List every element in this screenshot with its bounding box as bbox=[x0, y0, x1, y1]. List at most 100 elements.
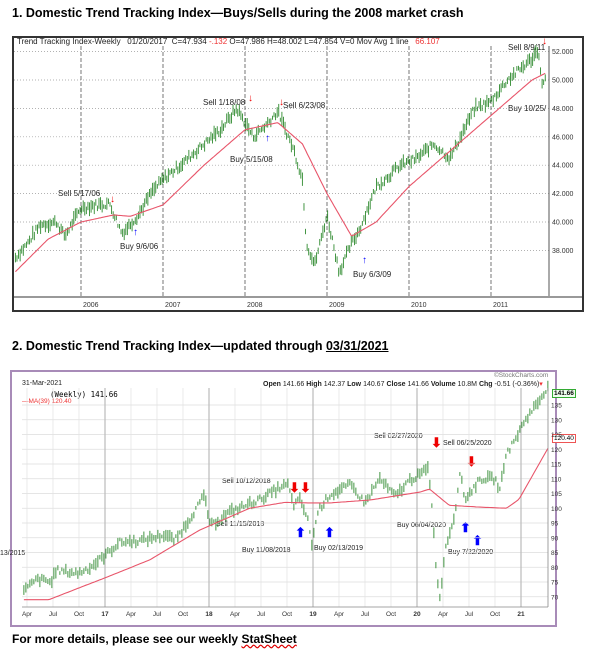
chart1-header: Trend Tracking Index-Weekly 01/20/2017 C… bbox=[17, 37, 440, 46]
y-tick-label: 130 bbox=[551, 417, 562, 424]
y-tick-label: 135 bbox=[551, 403, 562, 410]
chart2-title-text: 2. Domestic Trend Tracking Index—updated… bbox=[12, 339, 326, 353]
buy-arrow-icon: ↑ bbox=[362, 255, 367, 266]
open-label: Open bbox=[263, 381, 281, 388]
y-tick-label: 110 bbox=[551, 476, 562, 483]
close-value: 141.66 bbox=[407, 381, 429, 388]
signal-label-sell: Sell 6/23/08 bbox=[283, 101, 326, 110]
signal-label-buy: Buy 6/3/09 bbox=[353, 270, 392, 279]
high-label: High bbox=[306, 381, 322, 388]
sell-arrow-icon: ⬇ bbox=[300, 480, 311, 495]
y-tick-label: 105 bbox=[551, 491, 562, 498]
chg-label: Chg bbox=[478, 381, 493, 388]
ma-legend-text: MA(39) 120.40 bbox=[28, 398, 72, 405]
x-tick-label: 2008 bbox=[247, 302, 263, 309]
chart2-title-date: 03/31/2021 bbox=[325, 339, 389, 353]
buy-arrow-icon: ⬆ bbox=[472, 533, 483, 548]
chg-value: -0.51 (-0.36%) bbox=[494, 381, 540, 388]
y-tick-label: 85 bbox=[551, 550, 559, 557]
y-tick-label: 46.000 bbox=[552, 134, 574, 141]
chart1-frame bbox=[12, 36, 584, 312]
x-tick-label: 2009 bbox=[329, 302, 345, 309]
header-ma: Mov Avg 1 line bbox=[356, 37, 409, 46]
x-tick-label: 19 bbox=[309, 611, 317, 618]
x-tick-label: 2010 bbox=[411, 302, 427, 309]
signal-label-buy: Buy 02/13/2019 bbox=[314, 545, 364, 552]
header-low: L=47.854 bbox=[304, 37, 338, 46]
header-open: O=47.986 bbox=[229, 37, 265, 46]
signal-label-buy: Buy 9/6/06 bbox=[120, 242, 159, 251]
x-tick-label: Oct bbox=[490, 611, 500, 618]
signal-label-sell: Sell 02/27/2020 bbox=[374, 433, 423, 440]
close-label: Close bbox=[386, 381, 406, 388]
x-tick-label: 2006 bbox=[83, 302, 99, 309]
x-tick-label: Oct bbox=[386, 611, 396, 618]
chart2-frame bbox=[10, 370, 557, 627]
footer: For more details, please see our weekly … bbox=[12, 632, 297, 646]
ma-legend: —MA(39) 120.40 bbox=[22, 398, 72, 405]
y-tick-label: 50.000 bbox=[552, 78, 574, 85]
low-value: 140.67 bbox=[363, 381, 385, 388]
signal-label-buy: Buy 11/08/2018 bbox=[242, 547, 291, 554]
signal-label-sell: Sell 11/15/2018 bbox=[216, 521, 265, 528]
sell-arrow-icon: ⬇ bbox=[431, 435, 442, 450]
sell-arrow-icon: ↓ bbox=[110, 194, 115, 205]
x-tick-label: 20 bbox=[413, 611, 421, 618]
buy-arrow-icon: ⬆ bbox=[324, 525, 335, 540]
signal-label-sell: Sell 1/18/08 bbox=[203, 98, 246, 107]
y-tick-label: 70 bbox=[551, 594, 559, 601]
statsheet-link[interactable]: StatSheet bbox=[241, 632, 297, 646]
y-tick-label: 75 bbox=[551, 580, 559, 587]
header-volume: V=0 bbox=[340, 37, 355, 46]
sell-arrow-icon: ⬇ bbox=[466, 454, 477, 469]
y-tick-label: 44.000 bbox=[552, 163, 574, 170]
x-tick-label: Jul bbox=[153, 611, 162, 618]
x-tick-label: Apr bbox=[126, 611, 137, 618]
x-tick-label: Jul bbox=[361, 611, 370, 618]
y-tick-label: 80 bbox=[551, 565, 559, 572]
x-tick-label: Apr bbox=[22, 611, 33, 618]
low-label: Low bbox=[347, 381, 362, 388]
sell-arrow-icon: ↓ bbox=[248, 93, 253, 104]
high-value: 142.37 bbox=[323, 381, 346, 388]
x-tick-label: 17 bbox=[101, 611, 109, 618]
last-price-box: 141.66 bbox=[552, 389, 576, 398]
header-close: C=47.934 bbox=[171, 37, 207, 46]
x-tick-label: 18 bbox=[205, 611, 213, 618]
y-tick-label: 38.000 bbox=[552, 248, 574, 255]
dropdown-icon[interactable]: ▾ bbox=[539, 381, 543, 388]
ma-value-box: 120.40 bbox=[552, 434, 576, 443]
signal-label-sell: Sell 8/9/11 bbox=[508, 43, 546, 52]
signal-label-sell: Sell 06/25/2020 bbox=[443, 440, 492, 447]
chart2-quote: Open 141.66 High 142.37 Low 140.67 Close… bbox=[263, 380, 543, 388]
header-name: Trend Tracking Index-Weekly bbox=[17, 37, 121, 46]
signal-label-sell: Sell 10/12/2018 bbox=[222, 478, 271, 485]
x-tick-label: Jul bbox=[49, 611, 58, 618]
x-tick-label: 21 bbox=[517, 611, 525, 618]
x-tick-label: Apr bbox=[438, 611, 449, 618]
y-tick-label: 42.000 bbox=[552, 191, 574, 198]
signal-label-buy: Buy 5/15/08 bbox=[230, 155, 273, 164]
y-tick-label: 100 bbox=[551, 506, 562, 513]
y-tick-label: 115 bbox=[551, 462, 562, 469]
chart1-title: 1. Domestic Trend Tracking Index—Buys/Se… bbox=[12, 6, 464, 20]
signal-label-sell: Sell 5/17/06 bbox=[58, 189, 101, 198]
header-ma-value: 66.107 bbox=[415, 37, 440, 46]
y-tick-label: 40.000 bbox=[552, 220, 574, 227]
x-tick-label: 2011 bbox=[493, 302, 508, 309]
footer-text: For more details, please see our weekly bbox=[12, 632, 242, 646]
series-label: (Weekly) 141.66 bbox=[50, 390, 118, 399]
y-tick-label: 90 bbox=[551, 535, 559, 542]
chart2-date: 31-Mar-2021 bbox=[22, 380, 63, 387]
buy-arrow-icon: ↑ bbox=[133, 227, 138, 238]
open-value: 141.66 bbox=[282, 381, 305, 388]
x-tick-label: Oct bbox=[178, 611, 188, 618]
x-tick-label: Apr bbox=[230, 611, 241, 618]
moving-average-line bbox=[15, 72, 546, 273]
sell-arrow-icon: ↓ bbox=[279, 97, 284, 108]
sell-arrow-icon: ↓ bbox=[542, 36, 547, 47]
y-tick-label: 52.000 bbox=[552, 49, 574, 56]
x-tick-label: Jul bbox=[257, 611, 266, 618]
y-tick-label: 125 bbox=[551, 432, 562, 439]
